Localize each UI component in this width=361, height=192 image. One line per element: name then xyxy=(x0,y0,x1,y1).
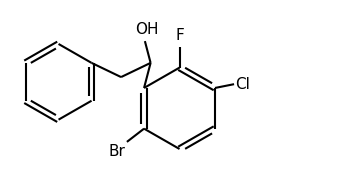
Text: OH: OH xyxy=(135,22,158,37)
Text: Br: Br xyxy=(108,144,125,159)
Text: F: F xyxy=(175,28,184,43)
Text: Cl: Cl xyxy=(235,77,250,92)
